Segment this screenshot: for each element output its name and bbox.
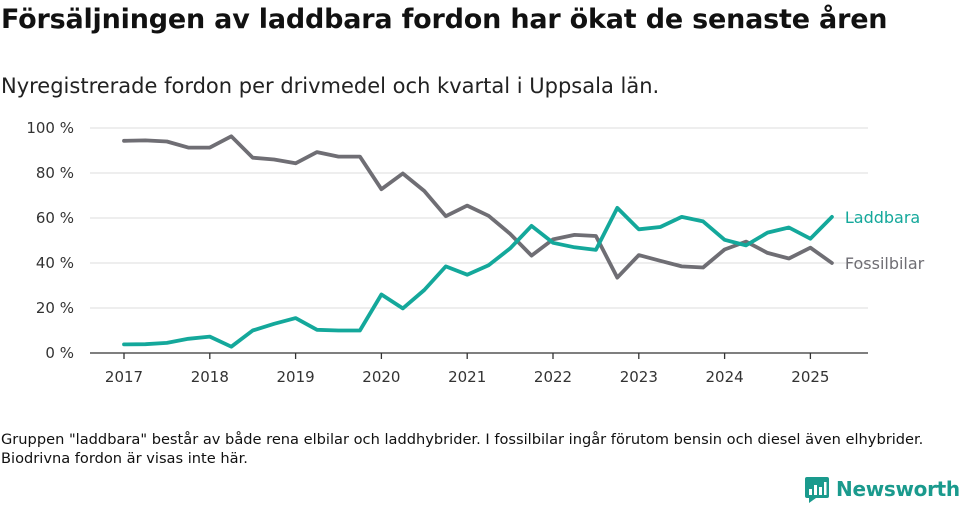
- series-label-fossilbilar: Fossilbilar: [845, 254, 925, 273]
- x-tick-label: 2019: [277, 368, 315, 386]
- series-line-laddbara: [122, 205, 834, 349]
- chart-subtitle: Nyregistrerade fordon per drivmedel och …: [1, 74, 660, 98]
- y-tick-label: 100 %: [26, 119, 74, 137]
- x-tick-label: 2020: [362, 368, 400, 386]
- x-tick-label: 2022: [534, 368, 572, 386]
- x-tick-label: 2025: [791, 368, 829, 386]
- x-tick-label: 2021: [448, 368, 486, 386]
- grid-lines: [90, 127, 868, 309]
- x-tick-label: 2024: [706, 368, 744, 386]
- y-tick-label: 0 %: [45, 344, 74, 362]
- y-tick-label: 80 %: [36, 164, 74, 182]
- y-axis: 0 % 20 % 40 % 60 % 80 % 100 %: [26, 119, 74, 362]
- x-tick-label: 2017: [105, 368, 143, 386]
- brand-name: Newsworthy: [836, 477, 960, 501]
- bar-chart-logo-icon: [805, 477, 829, 503]
- chart-title: Försäljningen av laddbara fordon har öka…: [1, 4, 888, 35]
- series-label-laddbara: Laddbara: [845, 208, 920, 227]
- y-tick-label: 60 %: [36, 209, 74, 227]
- y-tick-label: 20 %: [36, 299, 74, 317]
- x-axis: 2017 2018 2019 2020 2021 2022 2023 2024 2025: [105, 353, 829, 386]
- line-chart: 0 % 20 % 40 % 60 % 80 % 100 % 2017 2018 2019 202…: [26, 119, 925, 386]
- series-lines: [122, 134, 834, 349]
- x-tick-label: 2018: [191, 368, 229, 386]
- chart-footnote: Gruppen "laddbara" består av både rena e…: [1, 431, 924, 467]
- series-labels: Laddbara Fossilbilar: [845, 208, 925, 273]
- x-tick-label: 2023: [620, 368, 658, 386]
- newsworthy-logo[interactable]: Newsworthy: [804, 475, 960, 503]
- y-tick-label: 40 %: [36, 254, 74, 272]
- series-line-fossilbilar: [122, 134, 834, 280]
